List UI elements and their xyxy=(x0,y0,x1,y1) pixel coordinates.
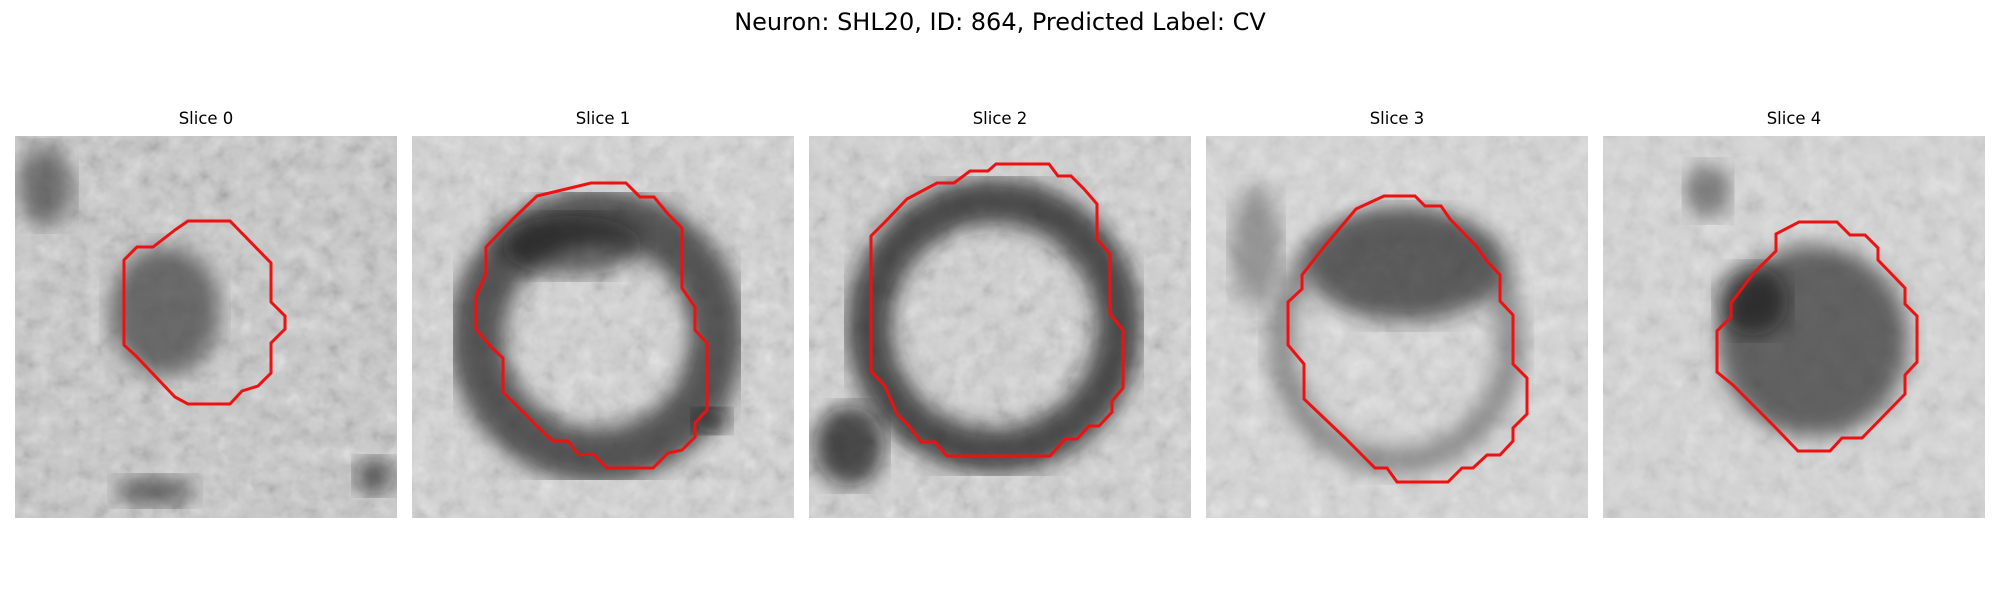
slice-title: Slice 4 xyxy=(1766,109,1822,128)
slice-title: Slice 2 xyxy=(972,109,1028,128)
roi-contour xyxy=(122,219,287,406)
slice-image xyxy=(15,136,397,518)
slice-panel-1: Slice 1 xyxy=(412,110,794,518)
slice-title: Slice 1 xyxy=(575,109,631,128)
slice-image xyxy=(412,136,794,518)
slice-title: Slice 3 xyxy=(1369,109,1425,128)
slice-panel-2: Slice 2 xyxy=(809,110,1191,518)
slice-image xyxy=(809,136,1191,518)
slice-panel-3: Slice 3 xyxy=(1206,110,1588,518)
roi-contour xyxy=(869,162,1125,458)
slice-image xyxy=(1603,136,1985,518)
figure-title: Neuron: SHL20, ID: 864, Predicted Label:… xyxy=(734,8,1266,36)
roi-contour xyxy=(1286,194,1529,484)
roi-contour xyxy=(474,181,709,470)
slice-panel-4: Slice 4 xyxy=(1603,110,1985,518)
roi-contour xyxy=(1715,220,1919,453)
slice-title: Slice 0 xyxy=(178,109,234,128)
slice-image xyxy=(1206,136,1588,518)
slice-panel-0: Slice 0 xyxy=(15,110,397,518)
